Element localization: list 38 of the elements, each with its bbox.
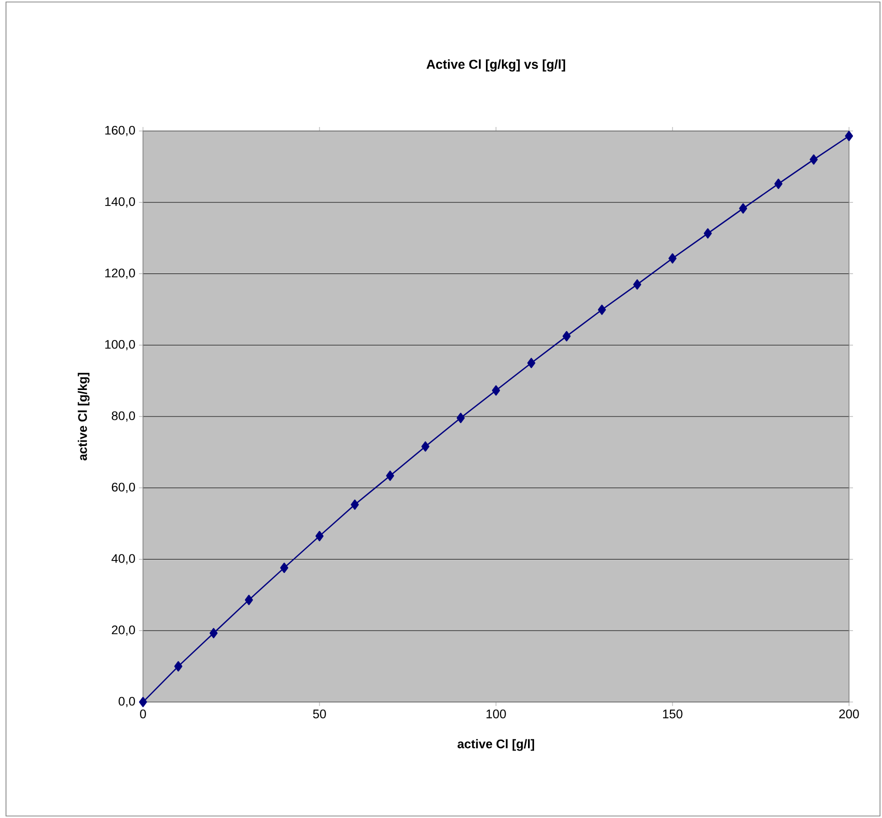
point [527, 358, 536, 368]
point [280, 562, 288, 573]
x-axis-title: active Cl [g/l] [458, 739, 534, 751]
point [315, 530, 324, 542]
y-tick-label: 60,0 [112, 482, 135, 494]
y-tick-label: 160,0 [105, 126, 135, 136]
point [350, 499, 359, 510]
y-tick-label: 40,0 [112, 554, 135, 564]
point [562, 331, 571, 342]
y-tick-label: 100,0 [105, 340, 135, 350]
point [633, 279, 642, 290]
y-axis-title: active Cl [g/kg] [78, 372, 90, 460]
y-tick-label: 120,0 [105, 268, 135, 279]
point [739, 203, 748, 214]
point [844, 130, 854, 142]
point [386, 470, 394, 481]
x-tick-label: 200 [839, 710, 859, 718]
x-tick-label: 0 [140, 710, 146, 718]
point [244, 594, 253, 606]
point [598, 304, 606, 315]
point [210, 628, 218, 638]
y-tick-label: 140,0 [105, 197, 135, 208]
point [456, 412, 465, 424]
chart-title: Active Cl [g/kg] vs [g/l] [426, 59, 566, 72]
point [810, 154, 818, 165]
x-tick-label: 150 [663, 710, 682, 718]
point [174, 661, 182, 672]
point [668, 253, 677, 264]
point [138, 696, 148, 708]
y-tick-label: 0,0 [118, 696, 135, 708]
point [774, 178, 782, 189]
y-tick-label: 20,0 [112, 625, 135, 636]
point [492, 385, 500, 396]
point [704, 228, 712, 239]
point [421, 441, 430, 452]
x-tick-label: 100 [486, 710, 506, 718]
x-tick-label: 50 [313, 710, 326, 718]
y-tick-label: 80,0 [112, 411, 135, 422]
